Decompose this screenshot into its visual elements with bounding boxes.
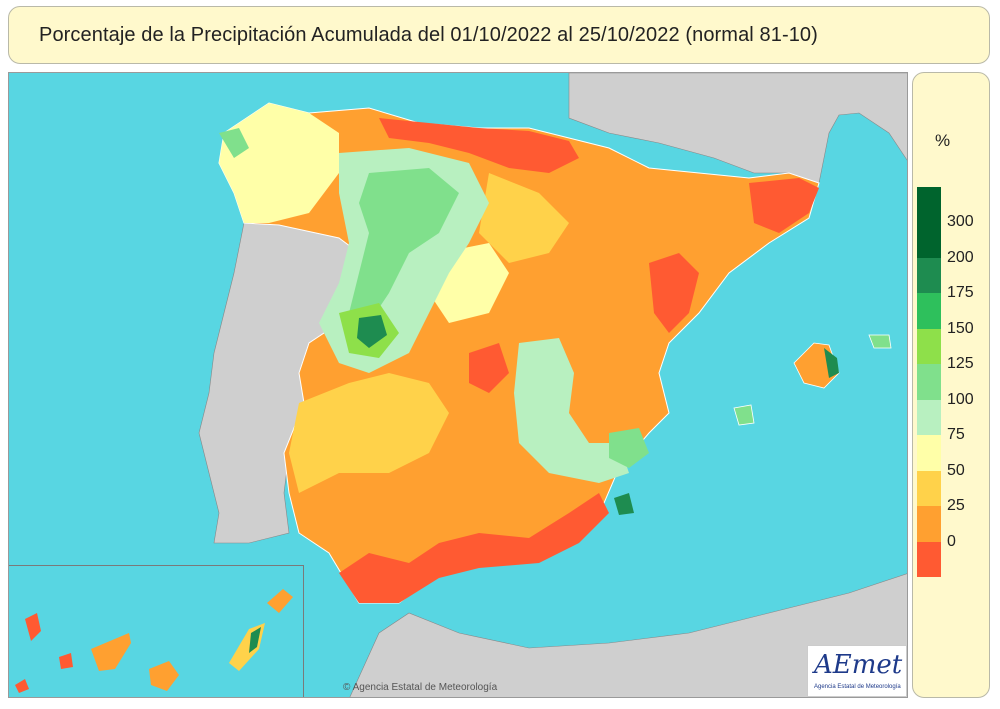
lanzarote: [267, 589, 293, 613]
zone-darkgreen-west: [357, 315, 387, 348]
logo-subtitle: Agencia Estatal de Meteorología: [814, 684, 901, 690]
legend-label: 75: [947, 426, 965, 444]
legend-swatch: [917, 257, 941, 294]
tenerife: [91, 633, 131, 671]
legend-label: 100: [947, 390, 974, 408]
legend-swatch: [917, 328, 941, 365]
zone-yellow-north: [479, 173, 569, 263]
legend-label: 125: [947, 355, 974, 373]
zone-darkgreen-south: [614, 493, 634, 515]
precipitation-map: [15, 73, 907, 697]
copyright-text: © Agencia Estatal de Meteorología: [343, 682, 498, 693]
zone-paleGreen-east: [514, 338, 629, 483]
zone-green-galicia: [219, 128, 249, 158]
zone-red-center: [469, 343, 509, 393]
legend-swatch-top: [917, 187, 941, 223]
legend-swatch: [917, 470, 941, 507]
menorca: [868, 334, 892, 349]
legend-swatch: [917, 399, 941, 436]
legend-swatch: [917, 364, 941, 400]
la-gomera: [59, 653, 73, 669]
logo-text: AEmet: [814, 650, 903, 680]
legend-swatch: [917, 293, 941, 329]
legend-swatch: [917, 506, 941, 542]
zone-green-east: [609, 428, 649, 468]
title-box: Porcentaje de la Precipitación Acumulada…: [8, 6, 990, 64]
zone-lightyellow-nw: [219, 103, 339, 223]
legend-swatch: [917, 435, 941, 471]
zone-red-east: [649, 253, 699, 333]
aemet-logo: AEmet Agencia Estatal de Meteorología: [807, 645, 907, 697]
legend-swatch: [917, 222, 941, 258]
legend-color-bar: 300 200 175 150 125 100 75 50 25 0: [917, 187, 974, 577]
la-palma: [25, 613, 41, 641]
map-frame: © Agencia Estatal de Meteorología AEmet …: [8, 72, 908, 698]
legend-label: 50: [947, 461, 965, 479]
legend-label: 200: [947, 248, 974, 266]
zone-green-meseta: [349, 168, 459, 323]
map-title: Porcentaje de la Precipitación Acumulada…: [39, 23, 818, 46]
zone-red-ne: [749, 178, 819, 233]
fuerteventura-green: [249, 627, 261, 653]
zone-red-south: [339, 493, 609, 603]
legend-box: % 300 200 175 150 125 100 75 50 25 0: [912, 72, 990, 698]
legend-unit: %: [935, 131, 951, 150]
legend-label: 300: [947, 213, 974, 231]
legend-swatch: [917, 541, 941, 577]
zone-yellow-west: [289, 373, 449, 493]
legend-label: 150: [947, 319, 974, 337]
zone-red-north: [379, 118, 579, 173]
legend-label: 0: [947, 532, 956, 550]
mallorca-green: [824, 348, 839, 378]
canary-inset: [9, 565, 304, 697]
africa-land: [349, 573, 907, 697]
gran-canaria: [149, 661, 179, 691]
legend-label: 25: [947, 497, 965, 515]
legend-label: 175: [947, 284, 974, 302]
ibiza: [733, 404, 755, 426]
el-hierro: [15, 679, 29, 693]
